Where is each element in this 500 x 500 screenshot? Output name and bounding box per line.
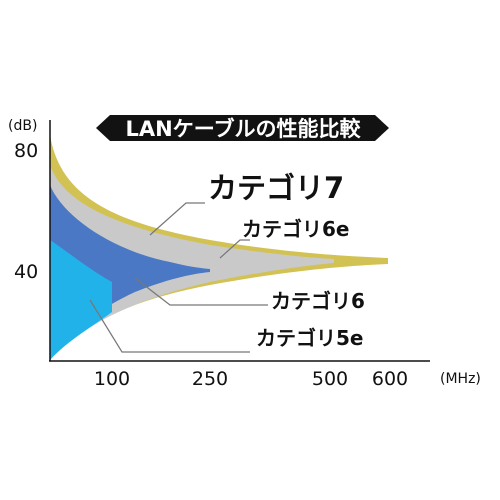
series-area-cat5e (50, 240, 112, 360)
series-label-cat6: カテゴリ6 (271, 289, 365, 313)
x-tick-label: 100 (94, 368, 130, 390)
y-axis-unit: (dB) (8, 118, 37, 134)
y-tick-label: 40 (14, 261, 38, 283)
x-axis-unit: (MHz) (440, 371, 481, 387)
series-label-cat7: カテゴリ7 (208, 171, 344, 205)
chart-title: LANケーブルの性能比較 (126, 117, 362, 141)
callout-line-cat7 (149, 202, 205, 236)
x-tick-label: 600 (372, 368, 408, 390)
x-tick-label: 500 (312, 368, 348, 390)
callout-line-cat5e (89, 299, 250, 353)
x-tick-label: 250 (192, 368, 228, 390)
series-label-cat6e: カテゴリ6e (242, 217, 349, 241)
callout-line-cat6 (134, 277, 268, 306)
title-banner (96, 115, 389, 141)
series-area-cat6e (50, 165, 334, 360)
series-label-cat5e: カテゴリ5e (256, 326, 363, 350)
callout-line-cat6e (219, 239, 250, 259)
y-tick-label: 80 (14, 140, 38, 162)
